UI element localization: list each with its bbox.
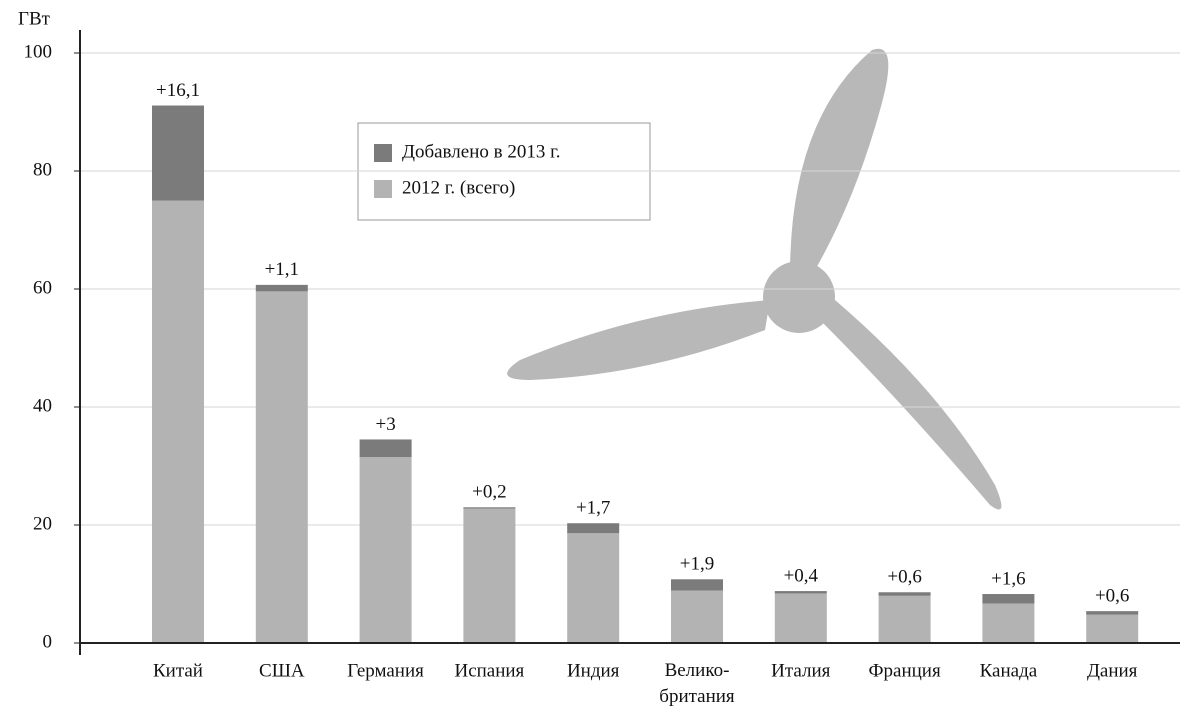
value-label: +1,7 — [576, 498, 610, 519]
bar-segment — [463, 507, 516, 509]
x-tick-label: США — [259, 660, 305, 681]
legend-swatch — [374, 144, 392, 162]
y-tick-label: 0 — [43, 631, 53, 652]
bar-segment — [671, 579, 723, 591]
value-label: +16,1 — [156, 80, 200, 101]
x-tick-label: Франция — [869, 660, 941, 681]
value-label: +3 — [375, 414, 395, 435]
bar-segment — [878, 592, 931, 596]
legend-label: 2012 г. (всего) — [402, 177, 515, 198]
x-tick-label: Испания — [454, 660, 524, 681]
value-label: +0,4 — [784, 565, 819, 586]
bar-segment — [152, 105, 204, 201]
x-tick-label: Китай — [153, 660, 203, 681]
bar-segment — [774, 593, 827, 643]
x-tick-label: Дания — [1087, 660, 1138, 681]
value-label: +1,9 — [680, 554, 714, 575]
value-label: +0,2 — [472, 482, 506, 503]
bar-segment — [671, 590, 723, 643]
value-label: +1,6 — [991, 568, 1025, 589]
value-label: +0,6 — [1095, 585, 1129, 606]
value-label: +0,6 — [887, 567, 921, 588]
y-tick-label: 100 — [24, 41, 53, 62]
x-tick-label: Велико-британия — [659, 660, 735, 707]
bar-segment — [567, 533, 620, 643]
x-tick-label: Индия — [567, 660, 620, 681]
bar-segment — [878, 595, 931, 643]
bar-segment — [359, 439, 412, 458]
y-tick-label: 20 — [33, 513, 52, 534]
y-tick-label: 40 — [33, 395, 52, 416]
legend-swatch — [374, 180, 392, 198]
y-axis-label: ГВт — [18, 8, 51, 29]
bar-segment — [255, 284, 308, 292]
bar-segment — [152, 200, 204, 643]
bar-segment — [1086, 614, 1139, 643]
windmill-decoration — [507, 48, 1002, 510]
y-tick-label: 60 — [33, 277, 52, 298]
bar-segment — [1086, 611, 1139, 615]
bar-segment — [982, 603, 1035, 643]
y-tick-label: 80 — [33, 159, 52, 180]
legend-label: Добавлено в 2013 г. — [402, 141, 561, 162]
x-tick-label: Канада — [980, 660, 1038, 681]
value-label: +1,1 — [265, 259, 299, 280]
x-tick-label: Германия — [347, 660, 424, 681]
bar-segment — [567, 523, 620, 534]
x-tick-label: Италия — [771, 660, 831, 681]
bar-segment — [982, 594, 1035, 604]
bar-segment — [463, 508, 516, 643]
bar-segment — [774, 591, 827, 594]
bar-segment — [359, 457, 412, 643]
bar-segment — [255, 291, 308, 643]
